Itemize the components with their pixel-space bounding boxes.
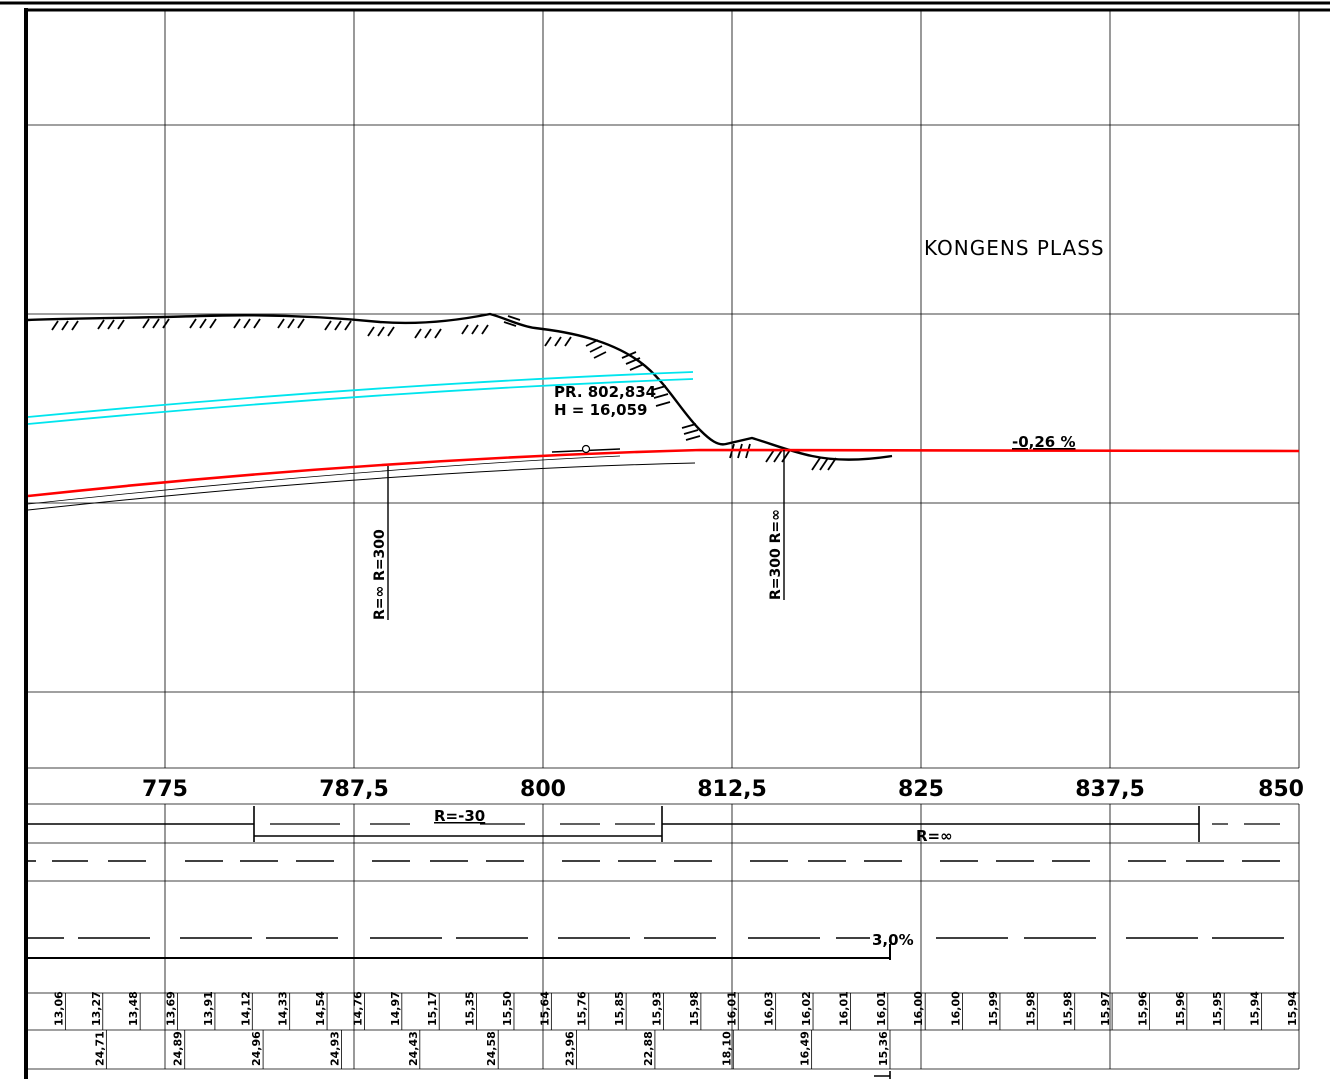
elevation-value: 15,64: [538, 991, 551, 1026]
place-label: KONGENS PLASS: [924, 236, 1105, 260]
elevation-value: 16,01: [875, 991, 888, 1026]
elevation-value: 14,76: [351, 991, 364, 1026]
elevation-value: 15,76: [576, 991, 589, 1026]
elevation-value: 24,96: [250, 1031, 263, 1066]
existing-line: [27, 462, 696, 511]
elevation-value: 15,93: [651, 991, 664, 1026]
bottom-marker: [874, 1071, 891, 1079]
point-profile-label: PR. 802,834: [554, 383, 656, 401]
elevation-value: 24,43: [407, 1031, 420, 1066]
elevation-value: 15,94: [1286, 991, 1299, 1026]
horizontal-curve-left-label: R=-30: [434, 807, 485, 825]
point-height-label: H = 16,059: [554, 401, 647, 419]
elevation-value: 16,03: [763, 991, 776, 1026]
elevation-value: 24,89: [172, 1031, 185, 1066]
elevation-value: 15,96: [1136, 991, 1149, 1026]
utility-lines: [27, 371, 694, 425]
elevation-value: 15,99: [987, 991, 1000, 1026]
elevation-value: 16,00: [950, 991, 963, 1026]
elevation-value: 13,06: [52, 991, 65, 1026]
elevation-value: 14,54: [314, 991, 327, 1026]
vertical-curve-left-label: R=∞ R=300: [372, 529, 388, 620]
vertical-curve-right-label: R=300 R=∞: [768, 509, 784, 600]
crossfall-label: 3,0%: [872, 931, 914, 949]
point-marker: [551, 444, 621, 454]
gradient-label: -0,26 %: [1012, 433, 1076, 451]
elevation-value: 15,94: [1249, 991, 1262, 1026]
elevation-row-1: 13,06 13,27 13,48 13,69 13,91 14,12 14,33 14,54…: [52, 991, 1299, 1026]
station-label: 775: [142, 777, 188, 802]
elevation-value: 15,85: [613, 991, 626, 1026]
elevation-value: 15,97: [1099, 991, 1112, 1026]
elevation-value: 15,36: [877, 1031, 890, 1066]
elevation-value: 15,95: [1211, 991, 1224, 1026]
station-label: 812,5: [697, 777, 767, 802]
elevation-value: 24,71: [93, 1031, 106, 1066]
terrain-line: [27, 312, 893, 471]
elevation-value: 16,49: [799, 1031, 812, 1066]
elevation-value: 15,98: [1024, 991, 1037, 1026]
station-labels: 775 787,5 800 812,5 825 837,5 850: [142, 777, 1304, 802]
station-label: 825: [898, 777, 944, 802]
elevation-value: 15,98: [688, 991, 701, 1026]
elevation-value: 16,02: [800, 991, 813, 1026]
elevation-value: 18,10: [720, 1031, 733, 1066]
elevation-value: 14,97: [389, 991, 402, 1026]
elevation-value: 13,91: [202, 991, 215, 1026]
elevation-value: 15,98: [1062, 991, 1075, 1026]
elevation-value: 13,69: [165, 991, 178, 1026]
elevation-value: 23,96: [564, 1031, 577, 1066]
station-label: 850: [1258, 777, 1304, 802]
elevation-row-2: 24,71 24,89 24,96 24,93 24,43 24,58 23,96 22,88…: [93, 1031, 890, 1066]
elevation-value: 16,01: [837, 991, 850, 1026]
existing-line-lower: [27, 455, 621, 505]
elevation-value: 24,93: [328, 1031, 341, 1066]
station-label: 837,5: [1075, 777, 1145, 802]
road-profile-line: [27, 448, 1300, 498]
horizontal-curve-right-label: R=∞: [916, 827, 953, 845]
profile-grid: [28, 10, 1300, 769]
curvature-band: [28, 806, 1280, 842]
elevation-value: 15,96: [1174, 991, 1187, 1026]
elevation-value: 15,50: [501, 991, 514, 1026]
elevation-value: 13,48: [127, 991, 140, 1026]
elevation-value: 15,35: [464, 991, 477, 1026]
crossfall-band: [28, 937, 1284, 960]
vertical-curve-markers: [387, 450, 785, 620]
elevation-value: 16,00: [912, 991, 925, 1026]
elevation-ticks: [64, 993, 1300, 1069]
elevation-value: 22,88: [642, 1031, 655, 1066]
elevation-value: 24,58: [485, 1031, 498, 1066]
elevation-value: 14,33: [277, 991, 290, 1026]
elevation-value: 16,01: [725, 991, 738, 1026]
station-label: 800: [520, 777, 566, 802]
elevation-value: 15,17: [426, 991, 439, 1026]
elevation-value: 13,27: [90, 991, 103, 1026]
elevation-value: 14,12: [239, 991, 252, 1026]
station-label: 787,5: [319, 777, 389, 802]
